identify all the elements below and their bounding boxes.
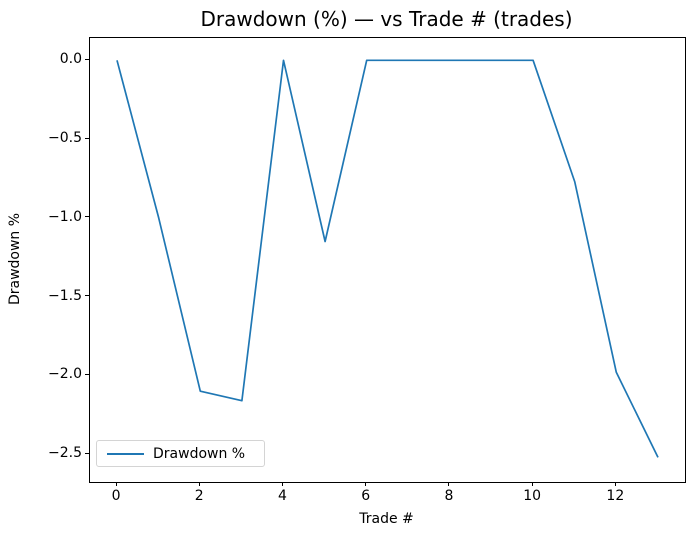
- legend: Drawdown %: [96, 440, 265, 467]
- y-tick-label: −1.0: [48, 208, 82, 225]
- y-axis-label: Drawdown %: [7, 212, 23, 306]
- x-tick-mark: [531, 482, 533, 486]
- x-tick-label: 4: [278, 488, 287, 504]
- y-tick-label: −2.0: [48, 366, 82, 383]
- x-tick-label: 8: [444, 488, 454, 504]
- legend-line-icon: [107, 452, 144, 455]
- plot-area: [89, 37, 686, 483]
- x-tick-mark: [281, 482, 283, 486]
- x-tick-mark: [614, 482, 616, 486]
- y-tick-mark: [85, 452, 89, 454]
- y-tick-mark: [85, 295, 89, 297]
- y-tick-mark: [85, 137, 89, 139]
- x-tick-mark: [448, 482, 450, 486]
- x-tick-label: 2: [194, 488, 204, 504]
- x-tick-label: 0: [111, 488, 121, 504]
- x-tick-label: 10: [523, 488, 542, 504]
- legend-label: Drawdown %: [153, 445, 246, 462]
- x-tick-mark: [365, 482, 367, 486]
- y-tick-mark: [85, 216, 89, 218]
- x-tick-mark: [115, 482, 117, 486]
- y-tick-mark: [85, 58, 89, 60]
- y-tick-label: 0.0: [59, 51, 82, 68]
- x-tick-label: 12: [606, 488, 625, 504]
- y-tick-label: −1.5: [48, 287, 82, 304]
- y-tick-mark: [85, 373, 89, 375]
- y-tick-label: −0.5: [48, 130, 82, 147]
- plot-svg: [116, 59, 659, 458]
- drawdown-line: [116, 59, 659, 458]
- chart-title: Drawdown (%) — vs Trade # (trades): [200, 7, 573, 31]
- x-tick-label: 6: [361, 488, 371, 504]
- x-axis-label: Trade #: [359, 511, 414, 527]
- x-tick-mark: [198, 482, 200, 486]
- y-tick-label: −2.5: [48, 445, 82, 462]
